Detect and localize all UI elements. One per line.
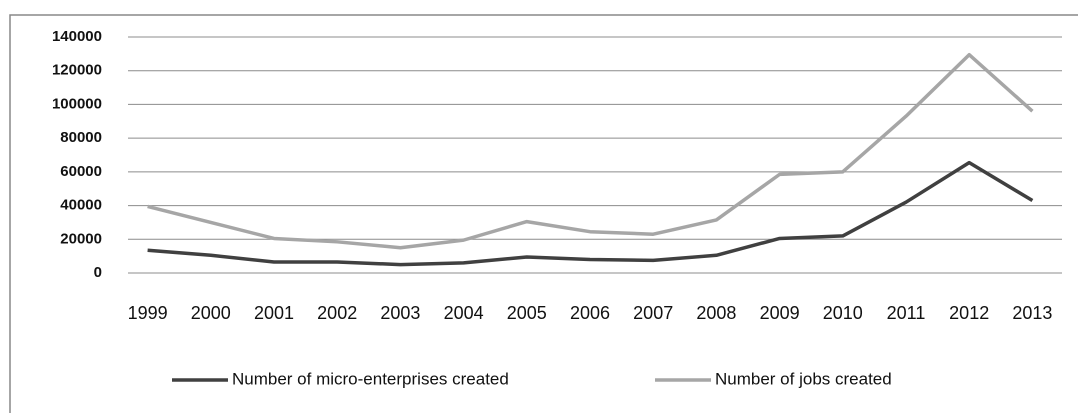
x-tick-label: 2007	[633, 303, 673, 323]
x-tick-label: 2004	[444, 303, 484, 323]
legend-label: Number of micro-enterprises created	[232, 369, 509, 388]
x-tick-label: 2010	[823, 303, 863, 323]
x-tick-label: 2006	[570, 303, 610, 323]
y-tick-label: 60000	[60, 163, 102, 180]
y-tick-label: 100000	[52, 95, 102, 112]
x-tick-label: 2001	[254, 303, 294, 323]
x-tick-label: 2002	[317, 303, 357, 323]
line	[147, 52, 1034, 250]
frame	[9, 14, 1078, 413]
y-tick-label: 0	[94, 264, 102, 281]
x-tick-label: 1999	[128, 303, 168, 323]
x-tick-label: 2009	[760, 303, 800, 323]
x-tick-label: 2013	[1012, 303, 1052, 323]
y-tick-label: 80000	[60, 129, 102, 146]
line	[147, 160, 1034, 267]
x-tick-label: 2008	[696, 303, 736, 323]
y-tick-label: 120000	[52, 62, 102, 79]
x-tick-label: 2005	[507, 303, 547, 323]
x-tick-label: 2000	[191, 303, 231, 323]
x-tick-label: 2003	[380, 303, 420, 323]
legend-label: Number of jobs created	[715, 369, 892, 388]
x-tick-label: 2011	[887, 303, 926, 323]
y-tick-label: 140000	[52, 28, 102, 45]
y-tick-label: 40000	[60, 197, 102, 214]
y-tick-label: 20000	[60, 230, 102, 247]
x-tick-label: 2012	[949, 303, 989, 323]
